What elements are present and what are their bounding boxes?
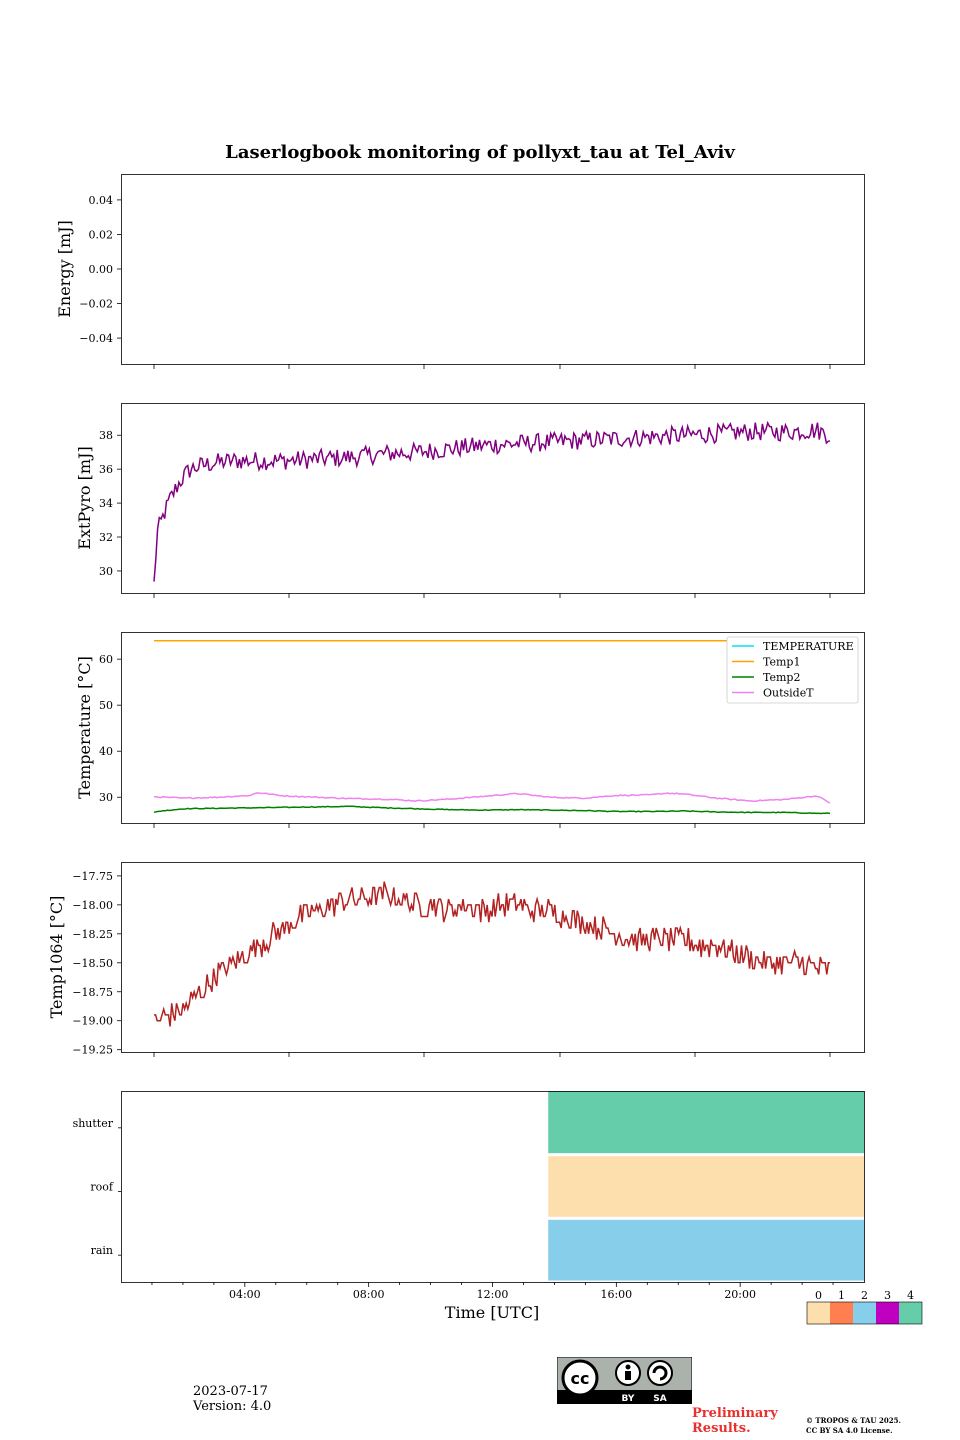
- series-line-temp1064: [154, 881, 830, 1027]
- legend-label-temperature: TEMPERATURE: [763, 640, 854, 653]
- series-line-temp2: [153, 805, 831, 815]
- y-tick-label-extpyro: 36: [99, 463, 113, 476]
- legend-label-outsidet: OutsideT: [763, 687, 814, 700]
- cc-by-sa-license-logo: cc BY SA: [557, 1357, 692, 1404]
- legend-label-temp2: Temp2: [763, 671, 800, 684]
- preliminary-results-note: Preliminary Results.: [692, 1406, 778, 1436]
- colorbar-cell-1: [830, 1302, 853, 1324]
- status-block-rain: [548, 1219, 864, 1281]
- y-tick-label-temp1064: −18.50: [72, 957, 113, 970]
- y-tick-label-energy: 0.04: [89, 194, 114, 207]
- y-tick-label-energy: −0.02: [79, 298, 113, 311]
- colorbar-label-2: 2: [861, 1289, 868, 1302]
- status-block-roof: [548, 1156, 864, 1217]
- y-axis-label-extpyro: ExtPyro [mJ]: [75, 446, 94, 549]
- colorbar-frame: [806, 1301, 923, 1325]
- colorbar-label-4: 4: [907, 1289, 914, 1302]
- footer-date: 2023-07-17: [193, 1384, 268, 1399]
- x-tick-label: 04:00: [229, 1288, 261, 1301]
- footer-date-block: 2023-07-17 Version: 4.0: [193, 1384, 271, 1414]
- row-label-rain: rain: [91, 1244, 113, 1257]
- series-line-extpyro: [153, 420, 831, 582]
- row-label-shutter: shutter: [73, 1117, 114, 1130]
- y-tick-label-temperature: 30: [99, 791, 113, 804]
- y-axis-label-temp1064: Temp1064 [°C]: [47, 896, 66, 1019]
- colorbar-label-1: 1: [838, 1289, 845, 1302]
- svg-text:BY: BY: [622, 1394, 635, 1404]
- x-tick-label: 16:00: [600, 1288, 632, 1301]
- y-tick-label-extpyro: 30: [99, 565, 113, 578]
- y-tick-label-temp1064: −17.75: [72, 870, 113, 883]
- plot-frame-extpyro: [121, 403, 865, 594]
- copyright-note: © TROPOS & TAU 2025. CC BY SA 4.0 Licens…: [806, 1416, 901, 1436]
- copyright-line-2: CC BY SA 4.0 License.: [806, 1426, 893, 1435]
- colorbar-cell-4: [899, 1302, 922, 1324]
- plot-frame-status: [121, 1091, 865, 1283]
- y-tick-label-temperature: 60: [99, 653, 113, 666]
- figure-title: Laserlogbook monitoring of pollyxt_tau a…: [225, 142, 735, 163]
- y-tick-label-temp1064: −19.25: [72, 1044, 113, 1057]
- y-tick-label-temp1064: −18.00: [72, 899, 113, 912]
- x-tick-label: 08:00: [353, 1288, 385, 1301]
- copyright-line-1: © TROPOS & TAU 2025.: [806, 1416, 901, 1425]
- x-axis-label: Time [UTC]: [445, 1303, 539, 1322]
- plot-frame-energy: [121, 174, 865, 365]
- y-tick-label-energy: 0.00: [89, 263, 114, 276]
- plot-frame-temp1064: [121, 862, 865, 1053]
- y-tick-label-temp1064: −18.25: [72, 928, 113, 941]
- row-label-roof: roof: [90, 1181, 114, 1194]
- series-line-outsidet: [153, 792, 831, 804]
- x-tick-label: 20:00: [724, 1288, 756, 1301]
- y-tick-label-energy: −0.04: [79, 332, 113, 345]
- footer-version: Version: 4.0: [193, 1399, 272, 1414]
- colorbar-label-0: 0: [815, 1289, 822, 1302]
- y-tick-label-temperature: 40: [99, 745, 113, 758]
- y-tick-label-extpyro: 32: [99, 531, 113, 544]
- y-tick-label-energy: 0.02: [89, 228, 114, 241]
- svg-text:cc: cc: [571, 1369, 590, 1388]
- legend-label-temp1: Temp1: [763, 656, 800, 669]
- legend-box: [726, 636, 859, 704]
- y-tick-label-temp1064: −19.00: [72, 1015, 113, 1028]
- x-tick-label: 12:00: [477, 1288, 509, 1301]
- status-block-shutter: [548, 1091, 864, 1154]
- y-tick-label-extpyro: 38: [99, 429, 113, 442]
- y-tick-label-temp1064: −18.75: [72, 986, 113, 999]
- colorbar-cell-2: [853, 1302, 876, 1324]
- colorbar-cell-3: [876, 1302, 899, 1324]
- y-tick-label-extpyro: 34: [99, 497, 113, 510]
- svg-text:SA: SA: [653, 1394, 666, 1404]
- colorbar-label-3: 3: [884, 1289, 891, 1302]
- y-axis-label-energy: Energy [mJ]: [55, 220, 74, 318]
- colorbar-cell-0: [807, 1302, 830, 1324]
- y-tick-label-temperature: 50: [99, 699, 113, 712]
- plot-frame-temperature: [121, 632, 865, 824]
- y-axis-label-temperature: Temperature [°C]: [75, 656, 94, 799]
